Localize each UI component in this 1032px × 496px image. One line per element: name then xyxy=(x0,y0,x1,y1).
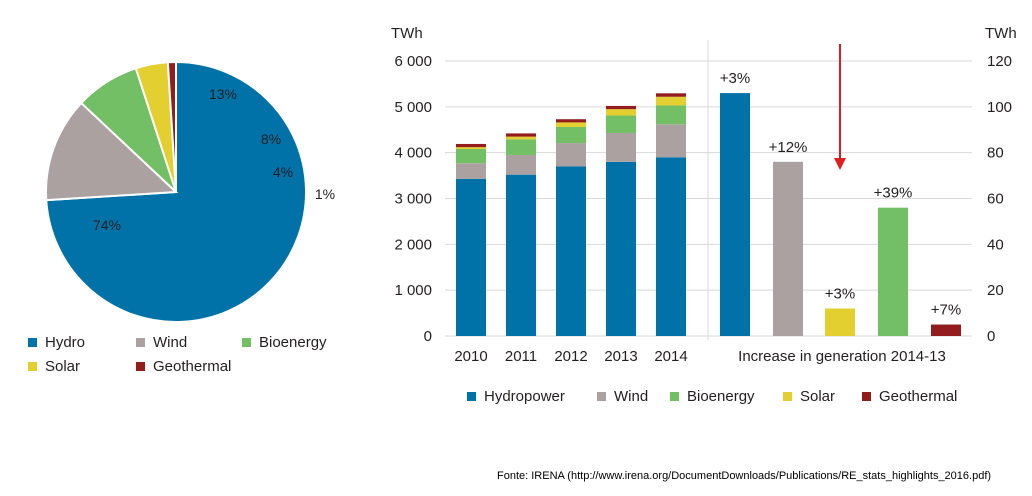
bar-2014-hydro xyxy=(656,157,686,336)
x-tick-label: 2013 xyxy=(604,348,637,365)
bar-2010-bioenergy xyxy=(456,149,486,164)
increase-value-label: +12% xyxy=(769,139,808,156)
x-tick-label: 2014 xyxy=(654,348,687,365)
legend-swatch xyxy=(862,392,871,401)
legend-swatch xyxy=(136,362,145,371)
bar-2012-wind xyxy=(556,143,586,167)
y-tick-left: 3 000 xyxy=(394,191,432,208)
bar-2013-wind xyxy=(606,132,636,162)
legend-label: Bioenergy xyxy=(259,334,327,351)
bar-legend-geothermal: Geothermal xyxy=(862,388,957,405)
increase-bar-wind xyxy=(773,161,803,336)
legend-swatch xyxy=(783,392,792,401)
pie-legend-solar: Solar xyxy=(28,358,80,375)
legend-label: Geothermal xyxy=(879,388,958,405)
bar-2013-bioenergy xyxy=(606,115,636,133)
y-axis-title-right: TWh xyxy=(985,25,1017,42)
legend-label: Wind xyxy=(614,388,649,405)
increase-bar-hydro xyxy=(720,93,750,336)
bar-2013-solar xyxy=(606,109,636,116)
y-tick-right: 20 xyxy=(987,282,1004,299)
y-tick-left: 2 000 xyxy=(394,236,432,253)
pie-label-solar: 4% xyxy=(273,164,293,180)
legend-swatch xyxy=(597,392,606,401)
y-axis-title-left: TWh xyxy=(391,25,423,42)
y-tick-right: 40 xyxy=(987,236,1004,253)
bar-2013-geothermal xyxy=(606,105,636,110)
bar-2010-solar xyxy=(456,147,486,149)
bar-2014-bioenergy xyxy=(656,105,686,125)
legend-label: Bioenergy xyxy=(687,388,755,405)
pie-legend-hydro: Hydro xyxy=(28,334,85,351)
bar-2012-hydro xyxy=(556,166,586,336)
legend-label: Hydro xyxy=(45,334,86,351)
legend-swatch xyxy=(467,392,476,401)
increase-value-label: +39% xyxy=(874,185,913,202)
annotation-arrow-head xyxy=(834,158,846,170)
legend-label: Solar xyxy=(800,388,836,405)
bar-2011-geothermal xyxy=(506,133,536,137)
pie-label-hydro: 74% xyxy=(93,217,121,233)
x-tick-label: 2012 xyxy=(554,348,587,365)
pie-label-wind: 13% xyxy=(209,86,237,102)
legend-label: Geothermal xyxy=(153,358,232,375)
bar-2011-wind xyxy=(506,154,536,175)
bar-2012-bioenergy xyxy=(556,127,586,144)
pie-slice-wind xyxy=(45,101,179,202)
bar-2010-hydro xyxy=(456,178,486,336)
bar-2010-wind xyxy=(456,163,486,179)
legend-swatch xyxy=(670,392,679,401)
legend-swatch xyxy=(28,338,37,347)
bar-legend-solar: Solar xyxy=(783,388,835,405)
increase-bar-bioenergy xyxy=(878,207,908,336)
legend-swatch xyxy=(28,362,37,371)
bar-legend-bioenergy: Bioenergy xyxy=(670,388,755,405)
pie-label-geothermal: 1% xyxy=(315,186,335,202)
source-note: Fonte: IRENA (http://www.irena.org/Docum… xyxy=(497,470,992,482)
legend-label: Solar xyxy=(45,358,81,375)
bar-2012-geothermal xyxy=(556,119,586,123)
x-axis-title-increase: Increase in generation 2014-13 xyxy=(738,348,946,365)
legend-swatch xyxy=(136,338,145,347)
bar-2013-hydro xyxy=(606,161,636,336)
increase-bar-geothermal xyxy=(931,324,961,336)
x-tick-label: 2010 xyxy=(454,348,487,365)
bar-2011-bioenergy xyxy=(506,139,536,155)
bar-legend-wind: Wind xyxy=(597,388,648,405)
legend-label: Wind xyxy=(153,334,188,351)
pie-slice-geothermal xyxy=(166,60,177,193)
legend-label: Hydropower xyxy=(484,388,565,405)
legend-swatch xyxy=(242,338,251,347)
y-tick-right: 80 xyxy=(987,145,1004,162)
increase-value-label: +7% xyxy=(931,302,961,319)
bar-2012-solar xyxy=(556,122,586,127)
x-tick-label: 2011 xyxy=(505,348,537,365)
y-tick-right: 100 xyxy=(987,99,1012,116)
y-tick-left: 4 000 xyxy=(394,145,432,162)
bar-2010-geothermal xyxy=(456,143,486,148)
bar-legend-hydropower: Hydropower xyxy=(467,388,565,405)
y-tick-left: 1 000 xyxy=(394,282,432,299)
y-tick-left: 6 000 xyxy=(394,53,432,70)
bar-2011-solar xyxy=(506,136,536,140)
bar-2014-solar xyxy=(656,96,686,106)
increase-value-label: +3% xyxy=(720,70,750,87)
y-tick-left: 5 000 xyxy=(394,99,432,116)
y-tick-right: 120 xyxy=(987,53,1012,70)
bar-2011-hydro xyxy=(506,174,536,336)
bar-2014-geothermal xyxy=(656,93,686,97)
increase-value-label: +3% xyxy=(825,286,855,303)
y-tick-right: 60 xyxy=(987,191,1004,208)
pie-legend-bioenergy: Bioenergy xyxy=(242,334,327,351)
pie-legend-geothermal: Geothermal xyxy=(136,358,231,375)
pie-label-bioenergy: 8% xyxy=(261,131,281,147)
y-tick-left: 0 xyxy=(424,328,432,345)
y-tick-right: 0 xyxy=(987,328,995,345)
increase-bar-solar xyxy=(825,308,855,336)
bar-2014-wind xyxy=(656,124,686,158)
pie-legend-wind: Wind xyxy=(136,334,187,351)
